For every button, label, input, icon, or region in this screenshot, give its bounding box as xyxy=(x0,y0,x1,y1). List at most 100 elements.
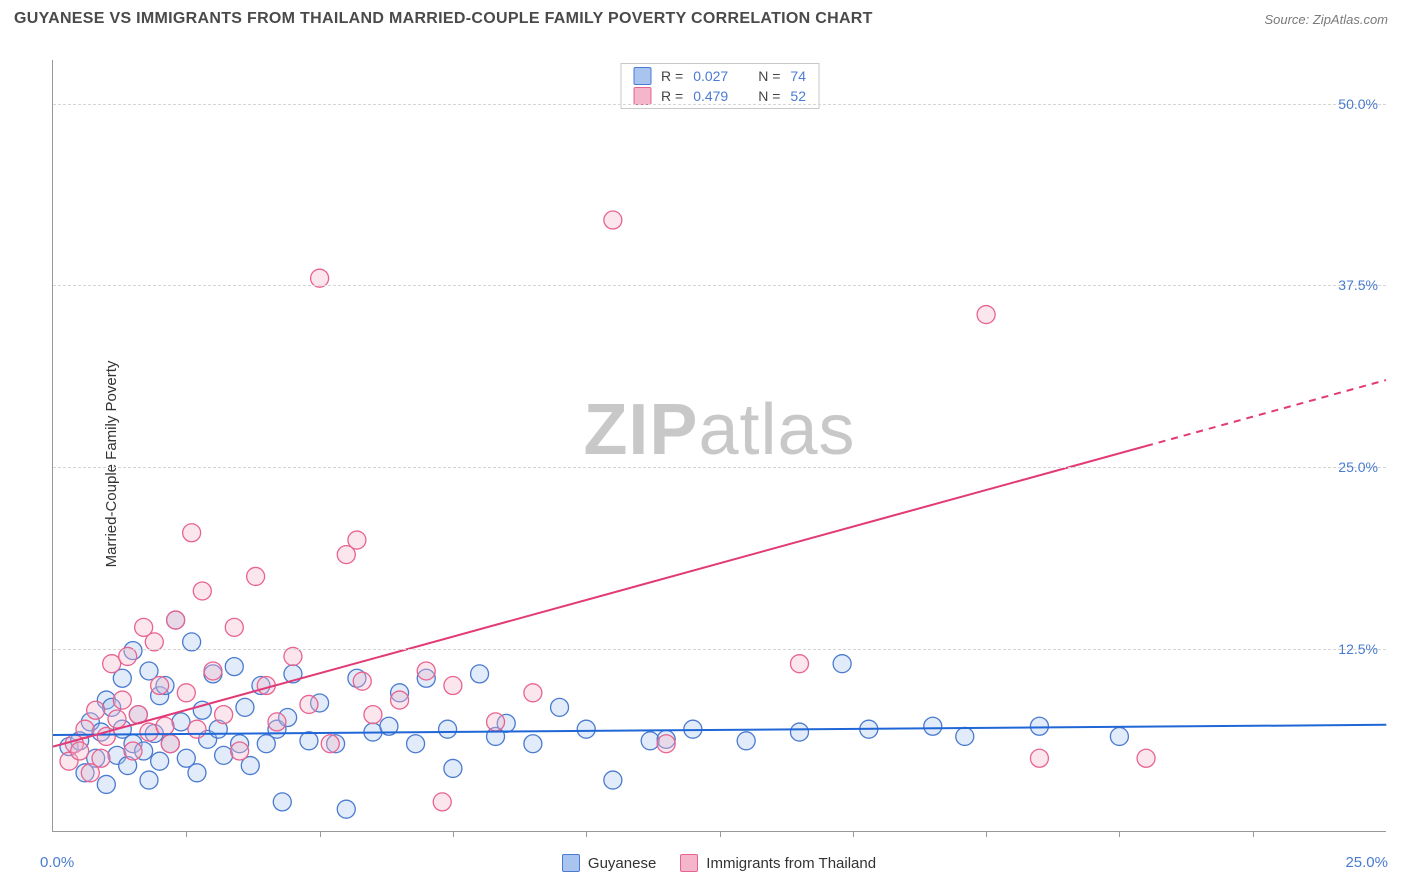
data-point xyxy=(977,306,995,324)
legend-swatch xyxy=(633,87,651,105)
legend-label: Immigrants from Thailand xyxy=(706,855,876,872)
data-point xyxy=(71,742,89,760)
data-point xyxy=(551,698,569,716)
gridline xyxy=(53,104,1386,105)
data-point xyxy=(172,713,190,731)
data-point xyxy=(161,735,179,753)
data-point xyxy=(247,567,265,585)
data-point xyxy=(87,701,105,719)
legend-item: Immigrants from Thailand xyxy=(680,854,876,872)
data-point xyxy=(156,717,174,735)
n-label: N = xyxy=(758,88,780,104)
scatter-svg xyxy=(53,60,1386,831)
chart-title: GUYANESE VS IMMIGRANTS FROM THAILAND MAR… xyxy=(14,10,873,28)
data-point xyxy=(92,749,110,767)
data-point xyxy=(337,800,355,818)
n-label: N = xyxy=(758,68,780,84)
y-tick-label: 37.5% xyxy=(1338,277,1378,293)
r-value: 0.479 xyxy=(693,88,728,104)
data-point xyxy=(790,723,808,741)
data-point xyxy=(188,764,206,782)
r-label: R = xyxy=(661,88,683,104)
x-tick xyxy=(453,831,454,837)
data-point xyxy=(444,677,462,695)
x-tick xyxy=(586,831,587,837)
source-attribution: Source: ZipAtlas.com xyxy=(1264,12,1388,27)
data-point xyxy=(444,759,462,777)
data-point xyxy=(151,752,169,770)
y-tick-label: 25.0% xyxy=(1338,459,1378,475)
data-point xyxy=(524,684,542,702)
data-point xyxy=(956,727,974,745)
data-point xyxy=(300,732,318,750)
y-tick-label: 12.5% xyxy=(1338,641,1378,657)
data-point xyxy=(231,742,249,760)
r-value: 0.027 xyxy=(693,68,728,84)
x-tick xyxy=(186,831,187,837)
data-point xyxy=(140,723,158,741)
data-point xyxy=(407,735,425,753)
correlation-legend-row: R = 0.027 N = 74 xyxy=(621,66,818,86)
trend-line xyxy=(53,446,1146,747)
n-value: 52 xyxy=(790,88,806,104)
data-point xyxy=(183,524,201,542)
data-point xyxy=(487,713,505,731)
gridline xyxy=(53,467,1386,468)
data-point xyxy=(577,720,595,738)
data-point xyxy=(321,735,339,753)
data-point xyxy=(151,677,169,695)
data-point xyxy=(657,735,675,753)
gridline xyxy=(53,649,1386,650)
data-point xyxy=(225,618,243,636)
y-tick-label: 50.0% xyxy=(1338,96,1378,112)
data-point xyxy=(604,211,622,229)
data-point xyxy=(167,611,185,629)
data-point xyxy=(737,732,755,750)
x-tick xyxy=(1253,831,1254,837)
series-legend: Guyanese Immigrants from Thailand xyxy=(52,854,1386,872)
r-label: R = xyxy=(661,68,683,84)
data-point xyxy=(1110,727,1128,745)
data-point xyxy=(177,684,195,702)
legend-label: Guyanese xyxy=(588,855,656,872)
trend-line-dashed xyxy=(1146,380,1386,446)
data-point xyxy=(391,691,409,709)
gridline xyxy=(53,285,1386,286)
data-point xyxy=(348,531,366,549)
data-point xyxy=(273,793,291,811)
data-point xyxy=(215,706,233,724)
data-point xyxy=(471,665,489,683)
data-point xyxy=(300,695,318,713)
data-point xyxy=(433,793,451,811)
data-point xyxy=(641,732,659,750)
data-point xyxy=(524,735,542,753)
data-point xyxy=(268,713,286,731)
data-point xyxy=(97,775,115,793)
data-point xyxy=(225,658,243,676)
data-point xyxy=(108,710,126,728)
trend-line xyxy=(53,725,1386,735)
data-point xyxy=(140,771,158,789)
data-point xyxy=(103,655,121,673)
data-point xyxy=(193,582,211,600)
x-tick xyxy=(1119,831,1120,837)
data-point xyxy=(364,706,382,724)
data-point xyxy=(236,698,254,716)
x-tick xyxy=(853,831,854,837)
data-point xyxy=(790,655,808,673)
n-value: 74 xyxy=(790,68,806,84)
chart-container: Married-Couple Family Poverty ZIPatlas R… xyxy=(0,36,1406,892)
data-point xyxy=(439,720,457,738)
title-bar: GUYANESE VS IMMIGRANTS FROM THAILAND MAR… xyxy=(0,0,1406,36)
data-point xyxy=(1137,749,1155,767)
data-point xyxy=(1030,717,1048,735)
x-tick xyxy=(320,831,321,837)
plot-area: ZIPatlas R =0.027N =74R =0.479N =52 12.5… xyxy=(52,60,1386,832)
legend-swatch xyxy=(680,854,698,872)
data-point xyxy=(417,662,435,680)
correlation-legend: R = 0.027 N = 74 R = 0.479 N = 52 xyxy=(620,63,819,109)
legend-swatch xyxy=(562,854,580,872)
legend-item: Guyanese xyxy=(562,854,656,872)
data-point xyxy=(833,655,851,673)
data-point xyxy=(204,662,222,680)
